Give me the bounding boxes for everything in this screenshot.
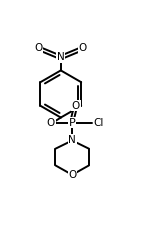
Text: N: N bbox=[68, 135, 76, 144]
Text: P: P bbox=[69, 118, 76, 128]
Text: O: O bbox=[68, 169, 76, 180]
Text: N: N bbox=[57, 52, 65, 63]
Text: O: O bbox=[47, 118, 55, 128]
Text: Cl: Cl bbox=[93, 118, 104, 128]
Text: O: O bbox=[79, 43, 87, 53]
Text: O: O bbox=[35, 43, 43, 53]
Text: O: O bbox=[72, 101, 80, 111]
